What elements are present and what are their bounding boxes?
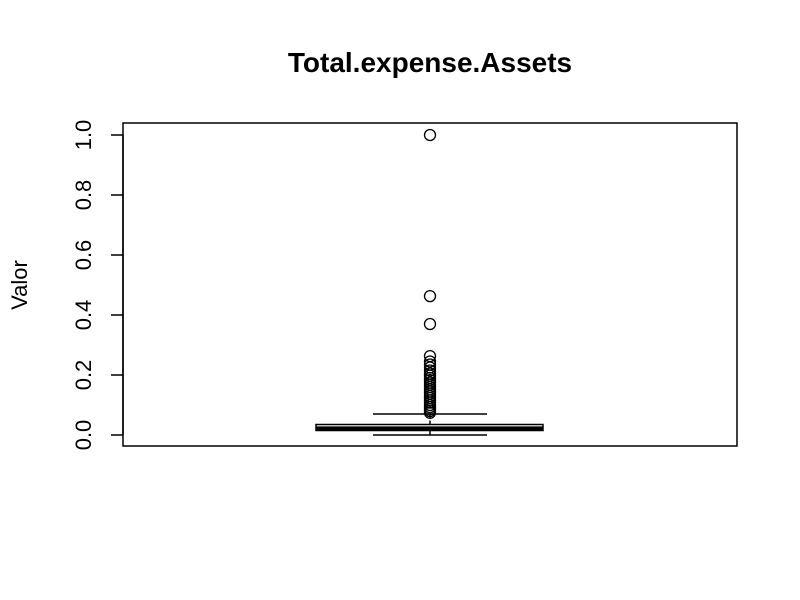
outlier-point [423, 289, 437, 303]
outlier-point [423, 364, 437, 377]
y-axis-label: Valor [7, 260, 32, 310]
y-tick-label: 0.0 [71, 420, 96, 451]
y-axis-ticks: 0.0 0.2 0.4 0.6 0.8 1.0 [71, 120, 123, 451]
y-tick-label: 1.0 [71, 120, 96, 151]
outlier-points [423, 128, 437, 419]
outlier-point [423, 317, 437, 331]
outlier-point [423, 355, 437, 368]
box [315, 413, 544, 436]
chart-title: Total.expense.Assets [288, 47, 572, 78]
y-tick-label: 0.6 [71, 240, 96, 271]
y-tick-label: 0.2 [71, 360, 96, 391]
outlier-point [423, 128, 437, 142]
y-tick-label: 0.8 [71, 180, 96, 211]
outlier-point [423, 406, 437, 419]
y-tick-label: 0.4 [71, 300, 96, 331]
